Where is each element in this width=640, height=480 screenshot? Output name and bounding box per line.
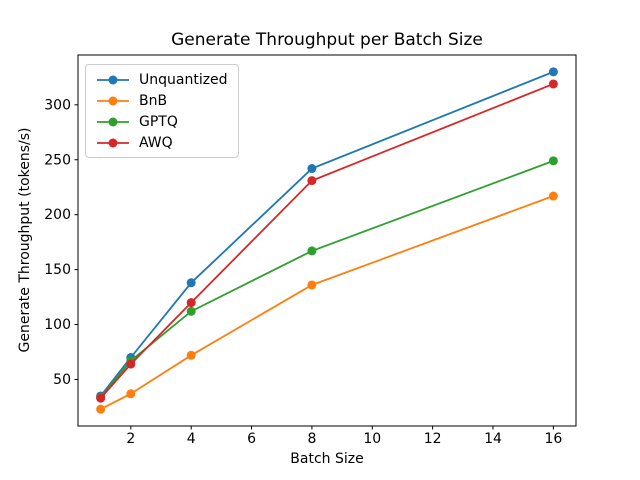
data-point-bnb — [126, 389, 136, 399]
x-tick-label: 4 — [187, 431, 196, 447]
y-tick-label: 100 — [44, 317, 71, 333]
axes-spines — [77, 54, 577, 427]
y-tick-label: 200 — [44, 207, 71, 223]
legend-label: Unquantized — [139, 71, 228, 88]
y-tick-label: 50 — [53, 372, 71, 388]
legend-label: GPTQ — [139, 113, 178, 130]
data-point-awq — [307, 176, 317, 186]
data-point-awq — [548, 79, 558, 89]
series-line-bnb — [100, 195, 554, 410]
chart-title: Generate Throughput per Batch Size — [171, 30, 483, 50]
x-tick-label: 8 — [307, 431, 316, 447]
y-tick-label: 300 — [44, 97, 71, 113]
legend: Unquantized BnB GPTQ AWQ — [85, 64, 239, 158]
x-tick-label: 6 — [247, 431, 256, 447]
legend-line-marker-icon — [97, 117, 129, 126]
legend-item-gptq: GPTQ — [95, 111, 228, 132]
data-point-awq — [96, 393, 106, 403]
x-tick-label: 10 — [363, 431, 381, 447]
legend-line-marker-icon — [97, 138, 129, 147]
x-axis-label: Batch Size — [290, 451, 364, 467]
legend-label: BnB — [139, 92, 168, 109]
data-point-awq — [186, 298, 196, 308]
legend-item-awq: AWQ — [95, 132, 228, 153]
data-point-gptq — [548, 156, 558, 166]
legend-line-marker-icon — [97, 75, 129, 84]
x-tick-label: 2 — [126, 431, 135, 447]
data-point-gptq — [307, 246, 317, 256]
data-point-bnb — [307, 280, 317, 290]
data-point-unquantized — [186, 278, 196, 288]
x-tick-label: 14 — [484, 431, 502, 447]
data-point-bnb — [186, 350, 196, 360]
legend-item-bnb: BnB — [95, 90, 228, 111]
x-tick-label: 16 — [544, 431, 562, 447]
data-point-bnb — [548, 191, 558, 201]
legend-line-marker-icon — [97, 96, 129, 105]
data-point-gptq — [186, 306, 196, 316]
data-point-bnb — [96, 404, 106, 414]
data-point-unquantized — [548, 67, 558, 77]
data-point-unquantized — [307, 164, 317, 174]
x-tick-label: 12 — [424, 431, 442, 447]
data-point-awq — [126, 359, 136, 369]
legend-item-unquantized: Unquantized — [95, 69, 228, 90]
y-tick-label: 250 — [44, 152, 71, 168]
y-tick-label: 150 — [44, 262, 71, 278]
legend-label: AWQ — [139, 134, 173, 151]
